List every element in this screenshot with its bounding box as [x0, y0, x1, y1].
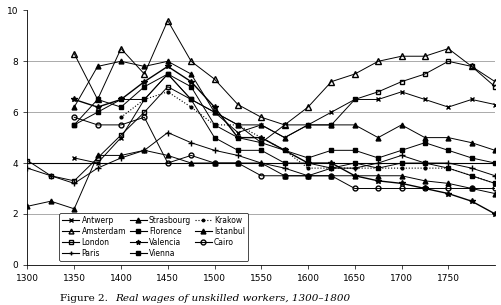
Text: Real wages of unskilled workers, 1300–1800: Real wages of unskilled workers, 1300–18… [115, 294, 350, 303]
Legend: Antwerp, Amsterdam, London, Paris, Strasbourg, Florence, Valencia, Vienna, Krako: Antwerp, Amsterdam, London, Paris, Stras… [59, 213, 247, 261]
Text: Figure 2.: Figure 2. [60, 294, 108, 303]
